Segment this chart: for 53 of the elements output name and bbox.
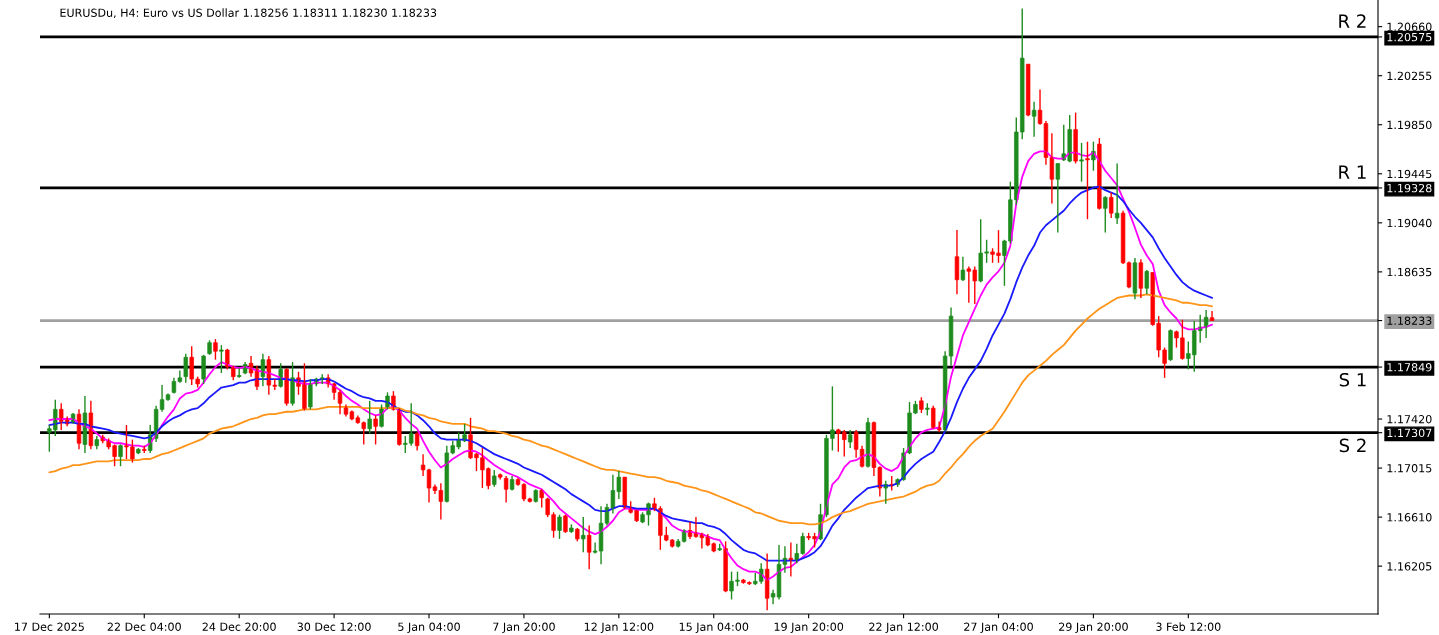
candlestick	[557, 513, 562, 540]
x-tick-label: 15 Jan 04:00	[679, 622, 749, 633]
x-tick-label: 30 Dec 12:00	[297, 622, 371, 631]
ref-line-label: S 1	[1339, 372, 1366, 387]
line-series	[48, 293, 1213, 526]
ref-line-label: S 2	[1339, 438, 1366, 453]
candlestick	[931, 405, 936, 430]
x-tick-label: 17 Dec 2025	[15, 622, 84, 631]
candlestick	[1144, 269, 1149, 295]
ref-line-label: R 1	[1339, 165, 1366, 179]
y-tick-label: 1.20575	[1387, 32, 1432, 42]
x-tick-label: 29 Jan 20:00	[1059, 622, 1128, 633]
candlestick	[201, 354, 206, 385]
candlestick	[219, 344, 224, 374]
y-tick-label: 1.17015	[1387, 464, 1432, 473]
y-tick-label: 1.17420	[1387, 415, 1432, 424]
y-tick-label: 1.19850	[1387, 120, 1432, 130]
candlestick	[373, 414, 378, 446]
y-tick-label: 1.17849	[1387, 363, 1432, 372]
ref-line-label: R 2	[1339, 14, 1366, 28]
x-tick-label: 12 Jan 12:00	[584, 622, 654, 633]
text: EURUSDu, H4: Euro vs US Dollar 1.18256 1.18311 1.18230 1.18233	[60, 8, 437, 19]
candlestick	[1109, 191, 1114, 219]
candlestick	[1103, 195, 1108, 234]
candlestick	[118, 443, 123, 467]
y-tick-label: 1.20660	[1387, 22, 1432, 32]
candlestick	[1073, 111, 1078, 165]
x-tick-label: 22 Jan 12:00	[869, 622, 939, 633]
y-tick-label: 1.18233	[1387, 316, 1432, 325]
y-tick-label: 1.19328	[1387, 183, 1432, 193]
x-tick-label: 27 Jan 04:00	[964, 622, 1033, 633]
candlestick	[1085, 140, 1090, 220]
x-tick-label: 19 Jan 20:00	[774, 622, 844, 633]
x-tick-label: 22 Dec 04:00	[107, 622, 181, 631]
y-tick-label: 1.19445	[1387, 169, 1432, 179]
y-tick-label: 1.20255	[1387, 71, 1432, 81]
candlestick	[1168, 328, 1173, 362]
candlestick	[213, 338, 218, 361]
x-tick-label: 24 Dec 20:00	[202, 622, 276, 631]
y-tick-label: 1.16205	[1387, 562, 1432, 571]
candlestick	[498, 472, 503, 481]
x-tick-label: 7 Jan 20:00	[493, 622, 555, 633]
x-tick-label: 3 Feb 12:00	[1156, 622, 1221, 631]
y-tick-label: 1.19040	[1387, 218, 1432, 228]
candlestick	[367, 400, 372, 435]
y-tick-label: 1.17307	[1387, 428, 1432, 438]
y-tick-label: 1.18635	[1387, 267, 1432, 277]
candlestick	[183, 352, 188, 384]
y-tick-label: 1.16610	[1387, 513, 1432, 522]
candlestick	[581, 516, 586, 553]
candlestick	[563, 513, 568, 534]
candlestick	[1079, 142, 1084, 183]
x-tick-label: 5 Jan 04:00	[398, 622, 460, 633]
